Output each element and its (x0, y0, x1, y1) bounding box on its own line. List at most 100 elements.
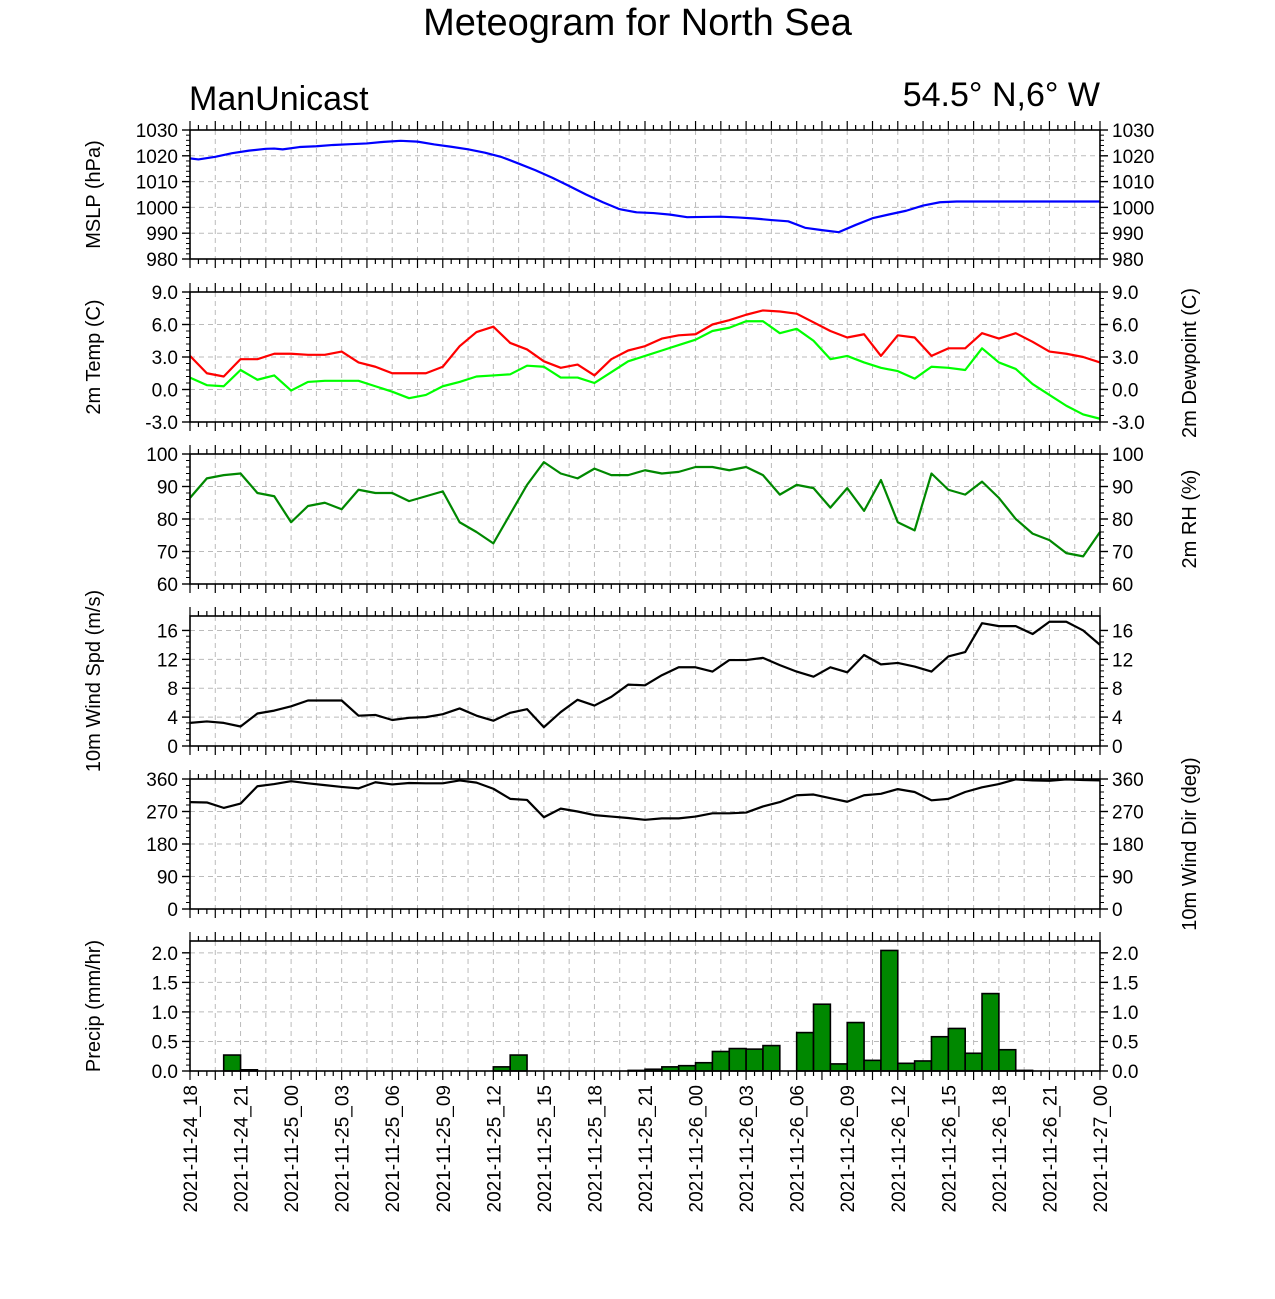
precip-bar (846, 1021, 865, 1072)
x-tick-label: 2021-11-24_18 (181, 1085, 202, 1212)
y-tick-label-right: -3.0 (1112, 413, 1145, 434)
location-label: 54.5° N,6° W (902, 76, 1100, 114)
x-tick-label: 2021-11-27_00 (1091, 1085, 1112, 1212)
x-tick-label: 2021-11-24_21 (232, 1085, 253, 1212)
precip-bar (998, 1048, 1017, 1072)
precip-bar (795, 1031, 815, 1072)
y-tick-label-left: 1.5 (152, 973, 178, 994)
y-tick-label-left: 0.5 (152, 1032, 178, 1053)
y-tick-label-left: 16 (157, 621, 178, 642)
precip-bar (880, 949, 899, 1072)
series-line-p0 (189, 139, 1100, 234)
y-axis-title-left: Precip (mm/hr) (83, 940, 105, 1072)
y-tick-label-right: 0.0 (1112, 381, 1138, 402)
x-tick-label: 2021-11-25_21 (636, 1085, 657, 1212)
y-tick-label-right: 16 (1112, 621, 1133, 642)
precip-bar (896, 1062, 916, 1072)
figure-title: Meteogram for North Sea (423, 2, 852, 44)
x-tick-label: 2021-11-26_21 (1040, 1085, 1061, 1212)
y-tick-label-left: 1.0 (152, 1003, 178, 1024)
y-tick-label-right: 70 (1112, 543, 1133, 564)
precip-bar (829, 1063, 849, 1072)
x-tick-label: 2021-11-26_09 (838, 1085, 859, 1212)
y-tick-label-left: 0 (167, 737, 178, 758)
y-tick-label-left: 80 (157, 510, 178, 531)
precip-bar (964, 1052, 983, 1072)
y-tick-label-right: 8 (1112, 679, 1123, 700)
y-tick-label-left: 990 (146, 224, 178, 245)
y-tick-label-left: 980 (146, 250, 178, 271)
y-tick-label-right: 0 (1112, 900, 1123, 921)
y-tick-label-left: 270 (146, 803, 178, 824)
y-tick-label-left: 1020 (136, 147, 178, 168)
y-tick-label-left: 0.0 (152, 1062, 178, 1083)
x-tick-label: 2021-11-25_15 (535, 1085, 556, 1212)
y-axis-title-right: 2m RH (%) (1179, 470, 1201, 569)
y-tick-label-left: 1000 (136, 198, 178, 219)
y-axis-title-left: MSLP (hPa) (83, 140, 105, 249)
y-tick-label-right: 1030 (1112, 121, 1154, 142)
x-tick-label: 2021-11-26_18 (990, 1085, 1011, 1212)
x-tick-label: 2021-11-26_15 (939, 1085, 960, 1212)
y-tick-label-left: 90 (157, 868, 178, 889)
precip-bar (694, 1061, 714, 1072)
y-tick-label-right: 3.0 (1112, 348, 1138, 369)
y-tick-label-right: 980 (1112, 250, 1144, 271)
model-label: ManUnicast (189, 80, 369, 118)
y-tick-label-right: 1020 (1112, 147, 1154, 168)
precip-bar (222, 1054, 242, 1072)
precip-bar (728, 1047, 747, 1072)
x-tick-label: 2021-11-26_06 (788, 1085, 809, 1212)
y-axis-title-left: 10m Wind Spd (m/s) (83, 590, 105, 772)
x-tick-label: 2021-11-25_09 (434, 1085, 455, 1212)
y-tick-label-right: 12 (1112, 650, 1133, 671)
y-tick-label-right: 270 (1112, 803, 1144, 824)
precip-bar (981, 992, 1000, 1072)
precip-bar (913, 1060, 933, 1072)
precip-bar (509, 1054, 528, 1072)
y-tick-label-left: -3.0 (145, 413, 178, 434)
y-tick-label-left: 3.0 (152, 348, 178, 369)
y-tick-label-right: 90 (1112, 478, 1133, 499)
x-tick-label: 2021-11-25_03 (333, 1085, 354, 1212)
y-tick-label-left: 180 (146, 835, 178, 856)
y-tick-label-left: 0 (167, 900, 178, 921)
y-tick-label-right: 360 (1112, 770, 1144, 791)
precip-bar (930, 1035, 950, 1072)
x-tick-label: 2021-11-26_00 (687, 1085, 708, 1212)
y-tick-label-left: 4 (167, 708, 178, 729)
precip-bar (745, 1048, 764, 1072)
y-tick-label-left: 1010 (136, 173, 178, 194)
x-tick-label: 2021-11-26_03 (737, 1085, 758, 1212)
y-tick-label-right: 0 (1112, 737, 1123, 758)
precip-bar (947, 1027, 966, 1072)
y-axis-title-right: 2m Dewpoint (C) (1179, 288, 1201, 438)
series-line-p3 (189, 620, 1101, 729)
y-tick-label-left: 9.0 (152, 283, 178, 304)
y-tick-label-left: 100 (146, 445, 178, 466)
precip-bar (762, 1044, 781, 1072)
y-tick-label-right: 80 (1112, 510, 1133, 531)
y-tick-label-left: 360 (146, 770, 178, 791)
y-tick-label-left: 0.0 (152, 381, 178, 402)
y-tick-label-right: 9.0 (1112, 283, 1138, 304)
y-tick-label-right: 100 (1112, 445, 1144, 466)
y-tick-label-left: 2.0 (152, 944, 178, 965)
y-tick-label-right: 1000 (1112, 198, 1154, 219)
x-tick-label: 2021-11-26_12 (889, 1085, 910, 1212)
y-tick-label-right: 0.5 (1112, 1032, 1138, 1053)
y-tick-label-left: 1030 (136, 121, 178, 142)
y-tick-label-left: 6.0 (152, 316, 178, 337)
x-tick-label: 2021-11-25_18 (585, 1085, 606, 1212)
series-line-p4 (189, 778, 1101, 821)
x-tick-label: 2021-11-25_12 (484, 1085, 505, 1212)
y-tick-label-right: 2.0 (1112, 944, 1138, 965)
y-tick-label-right: 0.0 (1112, 1062, 1138, 1083)
y-axis-title-right: 10m Wind Dir (deg) (1179, 757, 1201, 930)
y-tick-label-right: 990 (1112, 224, 1144, 245)
y-tick-label-right: 60 (1112, 575, 1133, 596)
x-tick-label: 2021-11-25_06 (383, 1085, 404, 1212)
y-tick-label-left: 90 (157, 478, 178, 499)
precip-bar (863, 1059, 882, 1072)
